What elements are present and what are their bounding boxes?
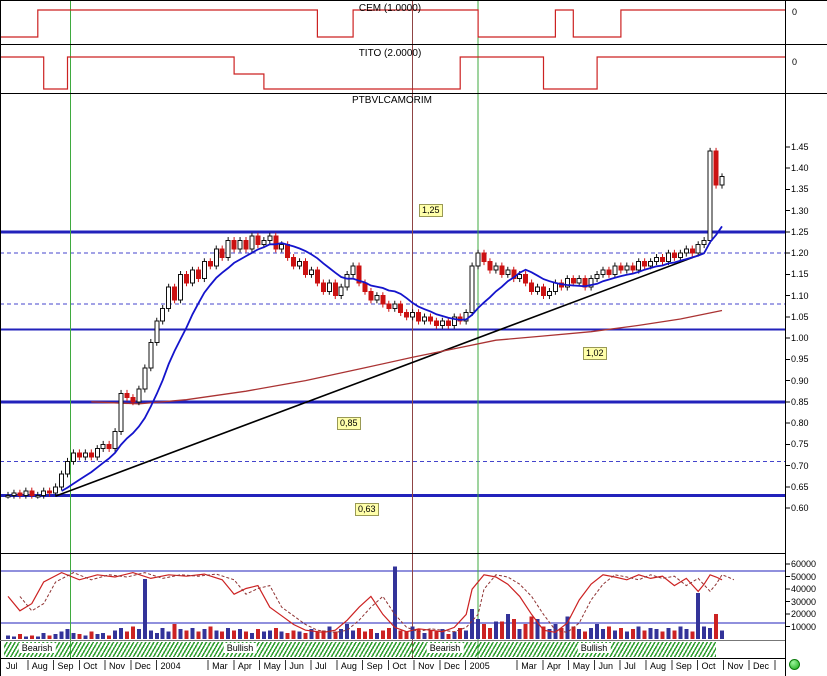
month-label: May [263,661,281,671]
month-label: Aug [650,661,667,671]
price-axis-label: 0.75 [791,439,809,450]
month-label: Oct [83,661,98,671]
price-axis-label: 1.10 [791,290,809,301]
tito-indicator-line [1,56,785,90]
month-label: Jun [289,661,304,671]
price-level-annotation[interactable]: 0,85 [337,417,361,430]
price-axis-label: 1.40 [791,163,809,174]
price-axis-label: 1.00 [791,333,809,344]
month-label: Nov [727,661,744,671]
cem-indicator-line [1,9,785,38]
sentiment-label: Bullish [223,643,257,653]
sentiment-segment: Bearish [412,642,478,657]
price-axis-label: 1.45 [791,142,809,152]
month-label: Jul [624,661,636,671]
month-label: Jun [598,661,613,671]
month-label: Oct [701,661,716,671]
month-label: May [572,661,590,671]
month-label: Apr [546,661,561,671]
price-axis-label: 1.25 [791,226,809,237]
volume-axis-label: 30000 [791,596,817,607]
status-icon [789,659,800,670]
month-label: Sep [675,661,692,671]
tito-axis-zero: 0 [792,57,798,67]
trendline [55,252,705,497]
price-axis-label: 0.95 [791,354,809,365]
sentiment-label: Bullish [577,643,611,653]
cem-panel-title: CEM (1.0000) [358,3,422,14]
price-level-lines [0,230,785,497]
cem-axis-zero: 0 [792,7,798,17]
price-axis-label: 1.20 [791,248,809,259]
month-label: 2005 [469,661,490,671]
tito-panel-title: TITO (2.0000) [358,48,422,59]
volume-axis-label: 40000 [791,584,817,594]
sentiment-label: Bearish [18,643,56,653]
price-axis-label: 1.15 [791,269,809,280]
month-label: Dec [134,661,151,671]
month-label: Aug [31,661,48,671]
sentiment-segment: Bullish [70,642,412,657]
candles [5,147,725,499]
price-axis-label: 0.60 [791,502,809,513]
axis-ticks [27,146,790,670]
month-label: Jul [315,661,327,671]
month-label: Sep [57,661,74,671]
fast-ma-line [61,225,723,492]
month-label: Mar [212,661,228,671]
price-level-annotation[interactable]: 1,02 [583,347,607,360]
month-label: Sep [366,661,383,671]
price-level-annotation[interactable]: 1,25 [419,204,443,217]
volume-axis-label: 20000 [791,609,817,619]
price-axis-label: 0.80 [791,418,809,429]
volume-axis-label: 50000 [791,571,817,582]
month-label: Dec [443,661,460,671]
sentiment-label: Bearish [426,643,464,653]
price-axis-label: 0.70 [791,460,809,471]
sentiment-segment: Bearish [4,642,70,657]
price-panel-title: PTBVLCAMORIM [351,95,433,106]
volume-threshold-lines [0,570,785,624]
volume-bars [6,566,724,639]
month-label: Oct [392,661,407,671]
price-axis-label: 0.65 [791,481,809,492]
month-label: Nov [418,661,435,671]
month-label: Nov [109,661,126,671]
month-label: Dec [753,661,770,671]
sentiment-segment: Bullish [478,642,716,657]
volume-axis-label: 10000 [791,621,817,632]
slow-ma-line [91,309,723,405]
month-label: Jul [6,661,18,671]
price-level-annotation[interactable]: 0,63 [355,503,379,516]
month-label: Apr [237,661,252,671]
month-label: Mar [521,661,537,671]
price-axis-label: 0.90 [791,375,809,386]
price-axis-label: 0.85 [791,396,809,407]
price-axis-label: 1.05 [791,311,809,322]
month-label: Aug [340,661,357,671]
volume-axis-label: 60000 [791,559,817,569]
price-axis-label: 1.30 [791,205,809,216]
volume-oscillator [7,571,735,634]
month-label: 2004 [160,661,181,671]
event-lines [69,1,479,658]
price-axis-label: 1.35 [791,184,809,195]
